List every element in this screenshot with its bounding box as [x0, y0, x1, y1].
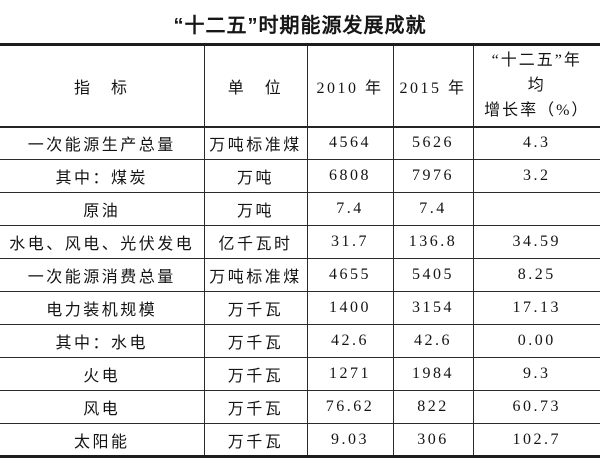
growth-cell: 8.25 — [473, 258, 600, 292]
growth-cell: 3.2 — [473, 159, 600, 193]
indicator-cell: 一次能源生产总量 — [0, 126, 205, 160]
growth-cell: 17.13 — [473, 291, 600, 325]
unit-cell: 万千瓦 — [204, 390, 308, 424]
value-2010-cell: 4564 — [307, 126, 394, 160]
value-2015-cell: 1984 — [393, 357, 474, 391]
indicator-cell: 原油 — [0, 192, 205, 226]
value-2010-cell: 6808 — [307, 159, 394, 193]
growth-cell: 60.73 — [473, 390, 600, 424]
table-row: 一次能源生产总量 万吨标准煤 4564 5626 4.3 — [0, 126, 600, 160]
value-2015-cell: 7976 — [393, 159, 474, 193]
value-2010-cell: 7.4 — [307, 192, 394, 226]
header-year-2015: 2015 年 — [393, 44, 474, 128]
unit-cell: 万千瓦 — [204, 357, 308, 391]
header-growth-rate: “十二五”年 均 增长率（%） — [473, 44, 600, 128]
value-2015-cell: 5405 — [393, 258, 474, 292]
value-2015-cell: 3154 — [393, 291, 474, 325]
table-row: 电力装机规模 万千瓦 1400 3154 17.13 — [0, 291, 600, 325]
value-2010-cell: 4655 — [307, 258, 394, 292]
unit-cell: 万吨标准煤 — [204, 126, 308, 160]
growth-cell: 9.3 — [473, 357, 600, 391]
growth-cell: 0.00 — [473, 324, 600, 358]
table-row: 风电 万千瓦 76.62 822 60.73 — [0, 390, 600, 424]
header-row: 指 标 单 位 2010 年 2015 年 “十二五”年 均 增长率（%） — [0, 44, 600, 128]
table-row: 其中：水电 万千瓦 42.6 42.6 0.00 — [0, 324, 600, 358]
growth-cell — [473, 192, 600, 226]
unit-cell: 万千瓦 — [204, 324, 308, 358]
table-row: 其中：煤炭 万吨 6808 7976 3.2 — [0, 159, 600, 193]
table-row: 水电、风电、光伏发电 亿千瓦时 31.7 136.8 34.59 — [0, 225, 600, 259]
value-2015-cell: 5626 — [393, 126, 474, 160]
value-2015-cell: 7.4 — [393, 192, 474, 226]
table-row: 火电 万千瓦 1271 1984 9.3 — [0, 357, 600, 391]
value-2010-cell: 31.7 — [307, 225, 394, 259]
header-year-2010: 2010 年 — [307, 44, 394, 128]
growth-cell: 34.59 — [473, 225, 600, 259]
header-indicator: 指 标 — [0, 44, 205, 128]
value-2010-cell: 1400 — [307, 291, 394, 325]
growth-cell: 4.3 — [473, 126, 600, 160]
value-2015-cell: 42.6 — [393, 324, 474, 358]
indicator-cell: 其中：水电 — [0, 324, 205, 358]
header-unit: 单 位 — [204, 44, 308, 128]
growth-header-line-1: “十二五”年 — [491, 52, 582, 70]
unit-cell: 亿千瓦时 — [204, 225, 308, 259]
indicator-cell: 火电 — [0, 357, 205, 391]
indicator-cell: 电力装机规模 — [0, 291, 205, 325]
unit-cell: 万吨标准煤 — [204, 258, 308, 292]
indicator-cell: 一次能源消费总量 — [0, 258, 205, 292]
value-2010-cell: 42.6 — [307, 324, 394, 358]
unit-cell: 万千瓦 — [204, 423, 308, 457]
table-row: 太阳能 万千瓦 9.03 306 102.7 — [0, 423, 600, 457]
value-2010-cell: 76.62 — [307, 390, 394, 424]
table-row: 一次能源消费总量 万吨标准煤 4655 5405 8.25 — [0, 258, 600, 292]
unit-cell: 万吨 — [204, 192, 308, 226]
value-2015-cell: 136.8 — [393, 225, 474, 259]
indicator-cell: 太阳能 — [0, 423, 205, 457]
growth-cell: 102.7 — [473, 423, 600, 457]
value-2015-cell: 822 — [393, 390, 474, 424]
value-2010-cell: 1271 — [307, 357, 394, 391]
unit-cell: 万千瓦 — [204, 291, 308, 325]
growth-header-line-2: 均 — [527, 77, 546, 95]
table-row: 原油 万吨 7.4 7.4 — [0, 192, 600, 226]
growth-header-line-3: 增长率（%） — [484, 102, 590, 120]
page-title: “十二五”时期能源发展成就 — [173, 15, 427, 37]
indicator-cell: 风电 — [0, 390, 205, 424]
indicator-cell: 水电、风电、光伏发电 — [0, 225, 205, 259]
value-2010-cell: 9.03 — [307, 423, 394, 457]
unit-cell: 万吨 — [204, 159, 308, 193]
energy-achievements-table: 指 标 单 位 2010 年 2015 年 “十二五”年 均 增长率（%） 一次… — [0, 43, 600, 458]
indicator-cell: 其中：煤炭 — [0, 159, 205, 193]
value-2015-cell: 306 — [393, 423, 474, 457]
